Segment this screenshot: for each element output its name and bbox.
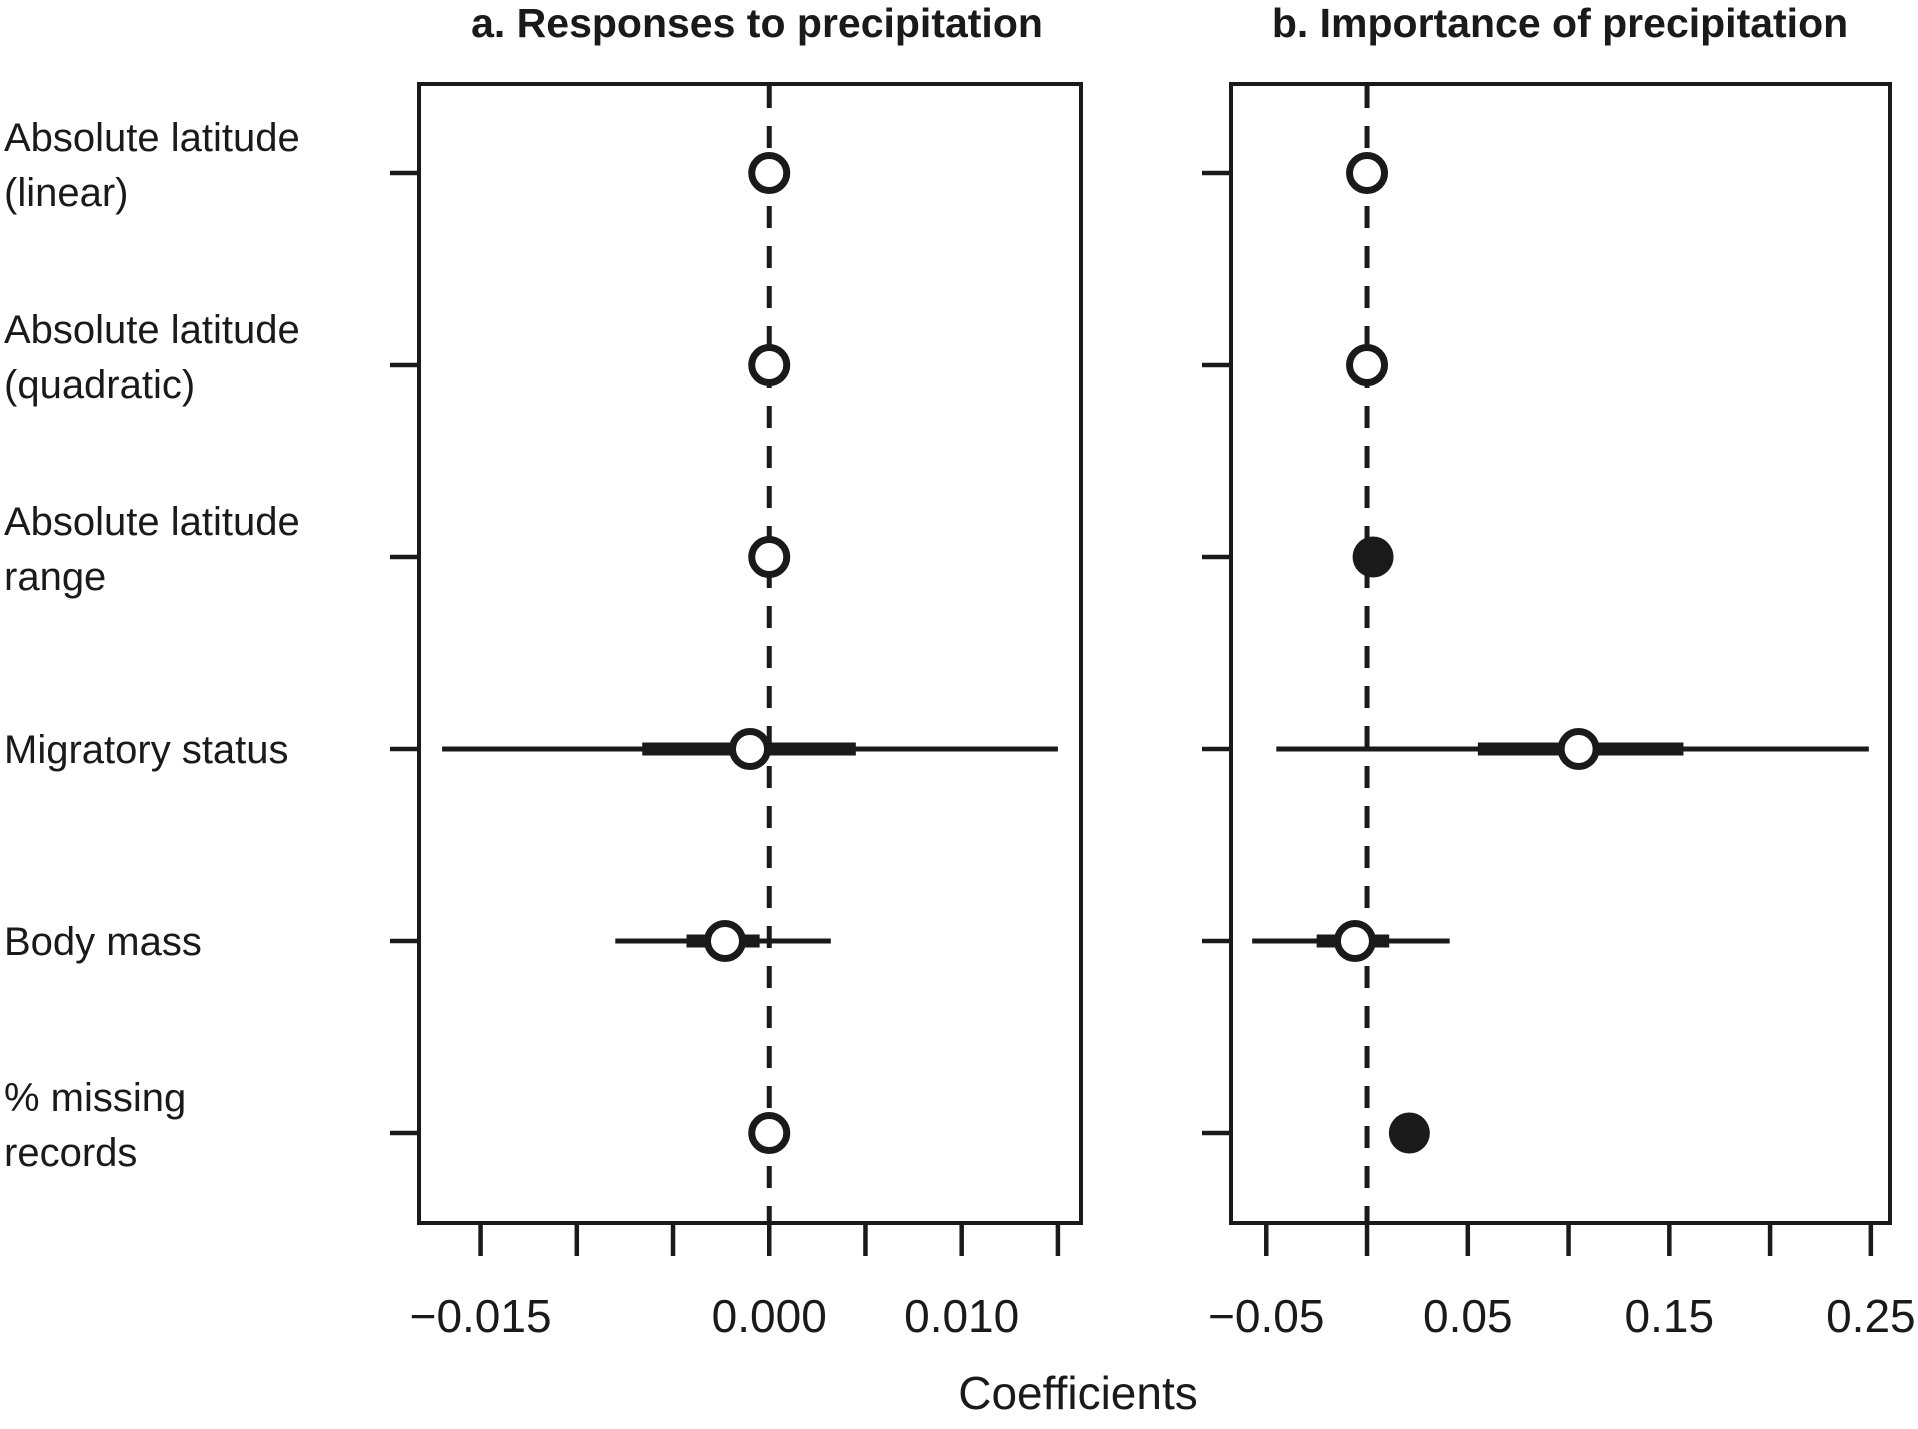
estimate-point-open-a xyxy=(748,152,791,194)
row-label-line: (quadratic) xyxy=(4,363,195,407)
row-label-line: % missing xyxy=(4,1076,186,1120)
row-label-line: Body mass xyxy=(4,920,202,964)
estimate-point-open-b xyxy=(1333,920,1376,962)
estimate-point-filled-b xyxy=(1352,536,1394,578)
x-tick-label-b: 0.05 xyxy=(1423,1290,1513,1342)
estimate-point-open-a xyxy=(729,728,771,770)
row-label-line: records xyxy=(4,1131,137,1175)
panel-b-title: b. Importance of precipitation xyxy=(1271,0,1849,46)
x-tick-label-a: 0.000 xyxy=(712,1290,827,1342)
panel-a-title: a. Responses to precipitation xyxy=(471,0,1043,46)
estimate-point-open-b xyxy=(1346,344,1389,386)
row-label-line: Absolute latitude xyxy=(4,500,300,544)
estimate-point-open-b xyxy=(1346,152,1389,194)
estimate-point-filled-b xyxy=(1388,1112,1430,1154)
panel-a-box xyxy=(417,82,1083,1225)
row-label-line: Absolute latitude xyxy=(4,116,300,160)
estimate-point-open-a xyxy=(748,1112,791,1154)
x-tick-label-b: 0.25 xyxy=(1826,1290,1916,1342)
x-tick-label-a: 0.010 xyxy=(904,1290,1019,1342)
estimate-point-open-a xyxy=(748,536,791,578)
estimate-point-open-a xyxy=(703,920,746,962)
row-label-line: range xyxy=(4,555,106,599)
x-axis-title: Coefficients xyxy=(958,1367,1198,1419)
x-tick-label-b: −0.05 xyxy=(1208,1290,1324,1342)
row-label-line: Absolute latitude xyxy=(4,308,300,352)
estimate-point-open-b xyxy=(1557,728,1600,770)
estimate-point-open-a xyxy=(748,344,791,386)
row-label-line: Migratory status xyxy=(4,728,289,772)
panel-b-box xyxy=(1229,82,1892,1225)
row-label-line: (linear) xyxy=(4,171,128,215)
x-tick-label-b: 0.15 xyxy=(1625,1290,1715,1342)
x-tick-label-a: −0.015 xyxy=(410,1290,552,1342)
